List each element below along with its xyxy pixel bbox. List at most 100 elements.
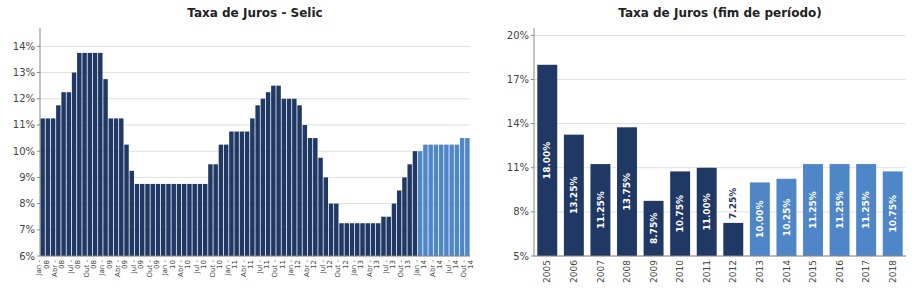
- y-tick-label: 14%: [507, 118, 529, 129]
- data-label: 11.25%: [835, 191, 845, 229]
- bar: [339, 223, 343, 256]
- x-tick-label: Jul -14: [444, 259, 459, 274]
- bar: [240, 132, 244, 256]
- x-tick-label: Jan -08: [35, 260, 50, 277]
- x-tick-label: Jan -09: [98, 260, 113, 277]
- bar: [166, 184, 170, 256]
- bar: [537, 65, 557, 256]
- bar: [750, 182, 770, 256]
- bar: [61, 92, 65, 256]
- bar: [329, 204, 333, 256]
- bar: [219, 145, 223, 256]
- bar: [67, 92, 71, 256]
- bar: [318, 158, 322, 256]
- bar: [386, 217, 390, 256]
- bar: [292, 99, 296, 256]
- bar: [455, 145, 459, 256]
- x-tick-label: Out -11: [271, 260, 286, 278]
- data-label: 18.00%: [542, 142, 552, 180]
- x-tick-label: 2007: [596, 260, 606, 283]
- bar: [203, 184, 207, 256]
- bar: [392, 204, 396, 256]
- x-axis-line: [534, 256, 906, 257]
- x-tick-label: 2014: [782, 260, 792, 283]
- x-tick-label: Jan -11: [224, 260, 239, 277]
- y-tick-label: 9%: [19, 172, 35, 183]
- x-tick-label: Abr -14: [429, 259, 444, 276]
- chart: Taxa de Juros - Selic6%7%8%9%10%11%12%13…: [13, 6, 476, 300]
- y-tick-label: 10%: [13, 146, 35, 157]
- x-tick-label: Abr -13: [366, 260, 381, 277]
- bar: [182, 184, 186, 256]
- grid-line: [40, 72, 470, 73]
- grid-line: [534, 167, 906, 168]
- data-label: 10.00%: [755, 200, 765, 238]
- x-tick-label: Abr -11: [240, 260, 255, 277]
- bar: [334, 204, 338, 256]
- bar: [444, 145, 448, 256]
- x-tick-label: 2012: [728, 260, 738, 283]
- chart-title: Taxa de Juros - Selic: [187, 6, 322, 20]
- bar: [670, 171, 690, 256]
- x-tick-label: Abr -08: [51, 260, 66, 277]
- bar: [213, 164, 217, 256]
- bar: [402, 177, 406, 256]
- bar: [883, 171, 903, 256]
- x-tick-label: Jul -10: [193, 260, 208, 275]
- bars: [537, 65, 902, 256]
- y-tick-label: 5%: [513, 251, 529, 262]
- bar: [192, 184, 196, 256]
- bar: [255, 105, 259, 256]
- y-tick-label: 11%: [13, 119, 35, 130]
- bar: [161, 184, 165, 256]
- x-tick-label: Out -08: [83, 260, 98, 278]
- bar: [407, 164, 411, 256]
- x-tick-label: 2013: [755, 260, 765, 283]
- x-tick-label: Jul -11: [256, 260, 271, 275]
- bar: [345, 223, 349, 256]
- y-tick-label: 6%: [19, 251, 35, 262]
- x-tick-label: 2016: [835, 260, 845, 283]
- bar: [93, 53, 97, 256]
- bar: [229, 132, 233, 256]
- bar: [324, 177, 328, 256]
- x-tick-label: Jan -12: [287, 260, 302, 277]
- bar: [187, 184, 191, 256]
- bar: [397, 190, 401, 256]
- bar: [88, 53, 92, 256]
- bar: [697, 168, 717, 256]
- bar: [135, 184, 139, 256]
- data-label: 11.25%: [861, 191, 871, 229]
- bar: [723, 223, 743, 256]
- bar: [439, 145, 443, 256]
- bar: [590, 164, 610, 256]
- x-tick-label: Jul -08: [67, 260, 82, 275]
- x-tick-label: Out -14: [460, 259, 475, 277]
- x-tick-label: 2008: [622, 260, 632, 283]
- x-tick-label: Abr -09: [114, 260, 129, 277]
- bar: [376, 223, 380, 256]
- bar: [366, 223, 370, 256]
- y-tick-label: 8%: [513, 206, 529, 217]
- chart-title: Taxa de Juros (fim de período): [618, 6, 821, 20]
- bar: [130, 171, 134, 256]
- x-tick-label: Out -12: [334, 260, 349, 278]
- bar: [360, 223, 364, 256]
- bar: [434, 145, 438, 256]
- bar: [371, 223, 375, 256]
- bar: [418, 151, 422, 256]
- x-tick-label: 2009: [649, 260, 659, 283]
- grid-line: [534, 123, 906, 124]
- x-tick-label: 2010: [675, 260, 685, 283]
- bar: [287, 99, 291, 256]
- x-tick-label: 2005: [542, 260, 552, 283]
- bar: [145, 184, 149, 256]
- bar: [465, 138, 469, 256]
- x-axis-line: [40, 256, 470, 257]
- x-tick-label: 2011: [702, 260, 712, 283]
- bar: [856, 164, 876, 256]
- bar: [271, 86, 275, 256]
- y-tick-label: 8%: [19, 198, 35, 209]
- x-tick-label: Out -13: [397, 260, 412, 278]
- data-label: 10.25%: [782, 199, 792, 237]
